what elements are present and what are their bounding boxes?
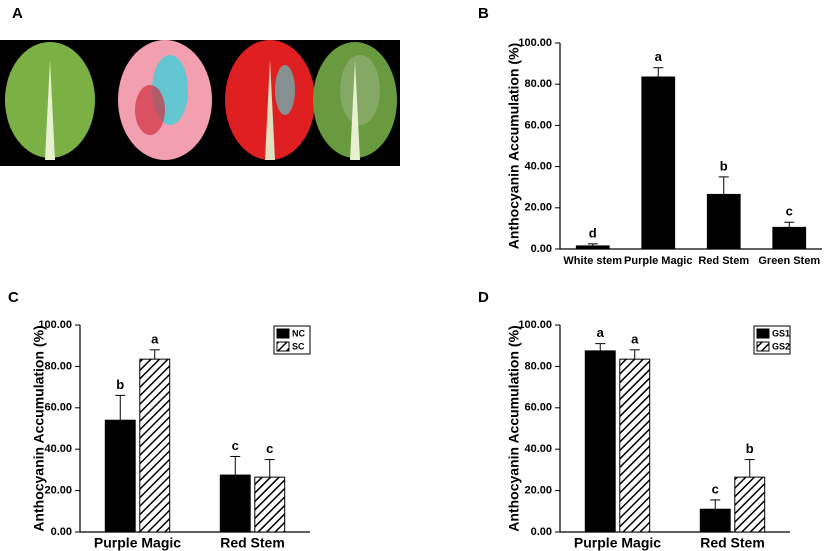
error-bar (587, 243, 598, 246)
error-bar (653, 67, 664, 77)
bar (619, 358, 651, 533)
bar (219, 474, 251, 533)
bar (254, 476, 286, 533)
y-tick-label: 60.00 (44, 402, 72, 414)
y-tick-label: 0.00 (51, 526, 72, 538)
x-tick-label: Purple Magic (624, 255, 692, 267)
legend-label: GS1 (772, 328, 790, 338)
bar (706, 193, 741, 250)
significance-letter: c (712, 481, 719, 496)
y-axis-label: Anthocyanin Accumulation (%) (506, 43, 522, 249)
bar (772, 226, 807, 250)
x-tick-label: Purple Magic (94, 535, 181, 551)
y-tick-label: 80.00 (524, 78, 552, 90)
error-bar (230, 455, 241, 476)
legend-label: NC (292, 328, 305, 338)
y-tick-label: 40.00 (524, 161, 552, 173)
y-axis-label: Anthocyanin Accumulation (%) (506, 325, 522, 531)
y-tick-label: 80.00 (524, 360, 552, 372)
error-bar (595, 343, 606, 351)
panel-label: D (478, 289, 489, 306)
legend-label: SC (292, 341, 305, 351)
y-axis-label: Anthocyanin Accumulation (%) (31, 325, 47, 531)
error-bar (629, 349, 640, 360)
bar (139, 358, 171, 533)
y-tick-label: 60.00 (524, 119, 552, 131)
y-tick-label: 40.00 (44, 443, 72, 455)
legend-swatch (756, 328, 770, 339)
error-bar (718, 176, 729, 195)
error-bar (264, 459, 275, 478)
panel-label: C (8, 289, 19, 306)
significance-letter: c (266, 441, 273, 456)
significance-letter: d (589, 225, 597, 240)
leaf-photo (0, 40, 400, 166)
y-tick-label: 80.00 (44, 360, 72, 372)
significance-letter: c (786, 204, 793, 219)
y-tick-label: 100.00 (518, 37, 552, 49)
legend-swatch (756, 341, 770, 352)
bar (734, 476, 766, 533)
x-tick-label: Green Stem (758, 255, 820, 267)
panel-label: A (12, 5, 23, 22)
y-tick-label: 0.00 (531, 526, 552, 538)
bar (575, 245, 610, 250)
x-tick-label: Red Stem (700, 535, 765, 551)
error-bar (115, 394, 126, 421)
significance-letter: a (597, 325, 605, 340)
error-bar (710, 499, 721, 510)
significance-letter: b (116, 377, 124, 392)
error-bar (149, 349, 160, 360)
y-tick-label: 20.00 (44, 485, 72, 497)
x-tick-label: Red Stem (698, 255, 749, 267)
bar (641, 76, 676, 250)
significance-letter: b (746, 441, 754, 456)
x-tick-label: White stem (563, 255, 622, 267)
y-tick-label: 0.00 (531, 243, 552, 255)
x-tick-label: Purple Magic (574, 535, 661, 551)
significance-letter: a (151, 331, 159, 346)
legend-swatch (276, 341, 290, 352)
y-tick-label: 100.00 (38, 319, 72, 331)
x-tick-label: Red Stem (220, 535, 285, 551)
significance-letter: b (720, 158, 728, 173)
y-tick-label: 20.00 (524, 202, 552, 214)
bar (104, 419, 136, 533)
legend-swatch (276, 328, 290, 339)
bar (699, 508, 731, 533)
significance-letter: c (232, 438, 239, 453)
panel-label: B (478, 5, 489, 22)
significance-letter: a (655, 49, 663, 64)
y-tick-label: 60.00 (524, 402, 552, 414)
y-tick-label: 100.00 (518, 319, 552, 331)
significance-letter: a (631, 331, 639, 346)
error-bar (784, 221, 795, 228)
y-tick-label: 20.00 (524, 485, 552, 497)
error-bar (744, 459, 755, 478)
legend-label: GS2 (772, 341, 790, 351)
y-tick-label: 40.00 (524, 443, 552, 455)
bar (584, 350, 616, 533)
